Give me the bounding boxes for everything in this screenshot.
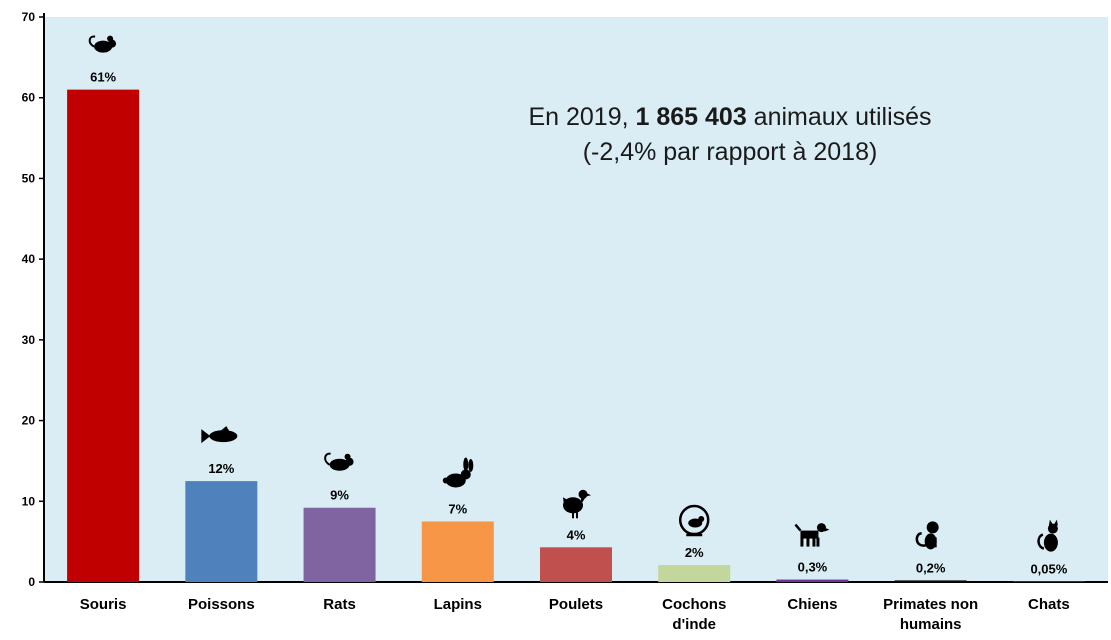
annotation-line-1: En 2019, 1 865 403 animaux utilisés xyxy=(470,100,990,135)
data-label: 12% xyxy=(208,461,234,476)
y-tick-label: 40 xyxy=(22,252,36,266)
x-tick-label: Poulets xyxy=(549,596,603,613)
data-label: 0,05% xyxy=(1030,562,1067,577)
bar xyxy=(304,508,376,582)
bar xyxy=(67,90,139,582)
data-label: 0,2% xyxy=(916,560,946,575)
data-label: 0,3% xyxy=(798,560,828,575)
x-tick-label: Poissons xyxy=(188,596,255,613)
annotation-suffix: animaux utilisés xyxy=(747,103,932,131)
x-tick-label: Primates non xyxy=(883,596,978,613)
y-tick-label: 50 xyxy=(22,171,36,185)
y-tick-label: 10 xyxy=(22,494,36,508)
annotation-line-2: (-2,4% par rapport à 2018) xyxy=(470,135,990,170)
bar xyxy=(185,481,257,582)
y-tick-label: 0 xyxy=(28,575,35,589)
annotation-total: 1 865 403 xyxy=(636,103,747,131)
summary-annotation: En 2019, 1 865 403 animaux utilisés (-2,… xyxy=(470,100,990,170)
bar xyxy=(540,547,612,582)
bar xyxy=(776,580,848,582)
bar xyxy=(895,580,967,582)
y-tick-label: 60 xyxy=(22,91,36,105)
data-label: 61% xyxy=(90,70,116,85)
x-tick-label: Cochons xyxy=(662,596,726,613)
x-tick-label: Chiens xyxy=(787,596,837,613)
data-label: 7% xyxy=(448,501,467,516)
y-tick-label: 20 xyxy=(22,414,36,428)
x-tick-label: humains xyxy=(900,616,962,633)
bar xyxy=(658,565,730,582)
data-label: 4% xyxy=(567,527,586,542)
y-tick-label: 30 xyxy=(22,333,36,347)
annotation-prefix: En 2019, xyxy=(528,103,635,131)
x-tick-label: Rats xyxy=(323,596,356,613)
y-tick-label: 70 xyxy=(22,10,36,24)
x-tick-label: Souris xyxy=(80,596,127,613)
x-tick-label: Lapins xyxy=(434,596,482,613)
x-tick-label: Chats xyxy=(1028,596,1070,613)
bar xyxy=(422,521,494,582)
x-tick-label: d'inde xyxy=(672,616,716,633)
data-label: 9% xyxy=(330,488,349,503)
data-label: 2% xyxy=(685,545,704,560)
